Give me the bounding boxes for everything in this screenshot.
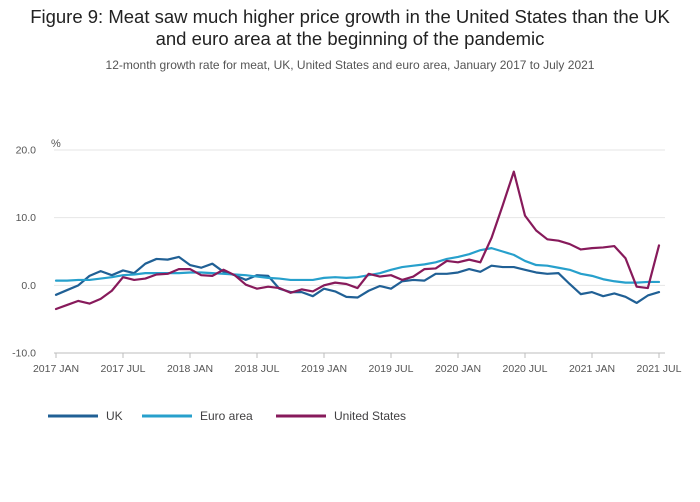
legend: UK Euro area United States xyxy=(48,409,406,423)
legend-label-uk: UK xyxy=(106,409,123,423)
gridlines xyxy=(54,149,665,354)
y-tick-label: -10.0 xyxy=(12,348,36,360)
x-tick-label: 2017 JUL xyxy=(101,363,146,375)
y-tick-label: 0.0 xyxy=(21,280,36,292)
x-tick-label: 2020 JAN xyxy=(435,363,481,375)
y-tick-label: 20.0 xyxy=(16,145,37,157)
x-tick-label: 2019 JUL xyxy=(369,363,414,375)
legend-label-united-states: United States xyxy=(334,409,406,423)
x-tick-label: 2018 JAN xyxy=(167,363,213,375)
x-tick-label: 2021 JAN xyxy=(569,363,615,375)
axes: 20.0 10.0 0.0 -10.0% 2017 JAN 2017 JUL 2018 JA… xyxy=(12,138,682,375)
series-line-euro-area xyxy=(54,247,661,284)
x-tick-label: 2017 JAN xyxy=(33,363,79,375)
x-tick-label: 2019 JAN xyxy=(301,363,347,375)
legend-label-euro-area: Euro area xyxy=(200,409,253,423)
series-line-uk xyxy=(54,255,661,305)
y-axis-unit-label: % xyxy=(51,138,61,150)
series-lines xyxy=(54,170,661,311)
x-tick-label: 2020 JUL xyxy=(503,363,548,375)
x-tick-label: 2021 JUL xyxy=(637,363,682,375)
series-line-united-states xyxy=(54,170,661,311)
y-tick-label: 10.0 xyxy=(16,212,37,224)
chart-title: Figure 9: Meat saw much higher price gro… xyxy=(30,6,670,49)
chart-subtitle: 12-month growth rate for meat, UK, Unite… xyxy=(105,58,595,72)
x-tick-label: 2018 JUL xyxy=(235,363,280,375)
